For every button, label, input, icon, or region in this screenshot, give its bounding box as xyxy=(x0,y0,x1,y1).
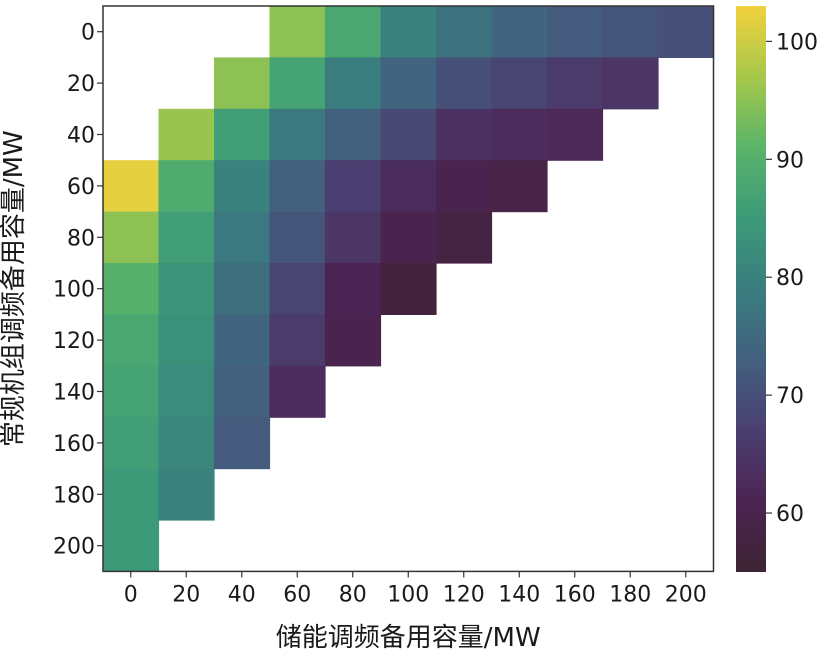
x-tick-label: 20 xyxy=(172,582,200,607)
heatmap-cell xyxy=(269,263,326,315)
colorbar xyxy=(736,6,766,572)
heatmap-cell xyxy=(325,57,382,110)
heatmap-cell xyxy=(491,57,548,110)
y-tick-label: 20 xyxy=(67,72,95,97)
x-axis-ticks: 0 20 40 60 80 100 120 140 160 180 200 xyxy=(124,571,707,607)
y-tick-label: 80 xyxy=(67,226,95,251)
heatmap-cell xyxy=(325,160,382,213)
heatmap-cell xyxy=(103,263,160,315)
y-axis-label: 常规机组调频备用容量/MW xyxy=(0,130,29,447)
heatmap-cell xyxy=(103,314,160,367)
heatmap-cell xyxy=(269,211,326,264)
heatmap-cell xyxy=(602,57,659,110)
heatmap-cell xyxy=(158,211,215,264)
heatmap-cell xyxy=(436,6,493,58)
colorbar-tick-label: 100 xyxy=(776,30,818,55)
heatmap-cell xyxy=(325,263,382,315)
heatmap-cell xyxy=(103,160,160,213)
heatmap-cell xyxy=(158,314,215,367)
heatmap-cell xyxy=(380,6,437,58)
y-tick-label: 0 xyxy=(81,21,95,46)
heatmap-cell xyxy=(547,57,604,110)
heatmap-cell xyxy=(158,263,215,315)
heatmap-cell xyxy=(103,520,160,572)
y-tick-label: 200 xyxy=(53,535,95,560)
x-tick-label: 160 xyxy=(554,582,596,607)
x-tick-label: 0 xyxy=(124,582,138,607)
heatmap-cells xyxy=(103,6,715,572)
colorbar-tick-label: 70 xyxy=(776,384,804,409)
heatmap-cell xyxy=(547,108,604,161)
heatmap-cell xyxy=(158,108,215,161)
heatmap-cell xyxy=(380,211,437,264)
heatmap-cell xyxy=(436,57,493,110)
heatmap-cell xyxy=(214,365,271,418)
heatmap-cell xyxy=(380,108,437,161)
heatmap-cell xyxy=(214,314,271,367)
heatmap-cell xyxy=(103,468,160,521)
x-tick-label: 180 xyxy=(609,582,651,607)
y-tick-label: 140 xyxy=(53,381,95,406)
heatmap-cell xyxy=(547,6,604,58)
heatmap-cell xyxy=(380,160,437,213)
x-tick-label: 140 xyxy=(498,582,540,607)
heatmap-cell xyxy=(103,365,160,418)
heatmap-cell xyxy=(491,108,548,161)
heatmap-cell xyxy=(380,263,437,315)
heatmap-cell xyxy=(158,468,215,521)
y-tick-label: 180 xyxy=(53,483,95,508)
y-tick-label: 120 xyxy=(53,329,95,354)
y-tick-label: 60 xyxy=(67,175,95,200)
x-tick-label: 200 xyxy=(665,582,707,607)
heatmap-cell xyxy=(269,108,326,161)
x-tick-label: 100 xyxy=(387,582,429,607)
heatmap-cell xyxy=(158,417,215,470)
x-tick-label: 40 xyxy=(228,582,256,607)
heatmap-cell xyxy=(269,314,326,367)
heatmap-cell xyxy=(491,6,548,58)
heatmap-cell xyxy=(214,160,271,213)
heatmap-cell xyxy=(214,417,271,470)
colorbar-tick-label: 80 xyxy=(776,266,804,291)
heatmap-cell xyxy=(325,108,382,161)
heatmap-cell xyxy=(103,417,160,470)
heatmap-cell xyxy=(602,6,659,58)
colorbar-ticks: 60 70 80 90 100 xyxy=(766,30,818,527)
heatmap-cell xyxy=(325,314,382,367)
heatmap-cell xyxy=(658,6,715,58)
heatmap-cell xyxy=(436,160,493,213)
heatmap-cell xyxy=(158,365,215,418)
heatmap-cell xyxy=(325,211,382,264)
x-axis-label: 储能调频备用容量/MW xyxy=(276,623,541,653)
y-tick-label: 40 xyxy=(67,124,95,149)
heatmap-cell xyxy=(436,211,493,264)
y-tick-label: 160 xyxy=(53,432,95,457)
heatmap-cell xyxy=(325,6,382,58)
heatmap-cell xyxy=(269,365,326,418)
heatmap-cell xyxy=(214,263,271,315)
colorbar-tick-label: 90 xyxy=(776,148,804,173)
heatmap-cell xyxy=(158,160,215,213)
heatmap-cell xyxy=(214,211,271,264)
heatmap-cell xyxy=(436,108,493,161)
x-tick-label: 60 xyxy=(283,582,311,607)
y-tick-label: 100 xyxy=(53,278,95,303)
x-tick-label: 80 xyxy=(339,582,367,607)
heatmap-cell xyxy=(491,160,548,213)
heatmap-cell xyxy=(269,160,326,213)
heatmap-cell xyxy=(103,211,160,264)
heatmap-cell xyxy=(269,57,326,110)
x-tick-label: 120 xyxy=(443,582,485,607)
y-axis-ticks: 0 20 40 60 80 100 120 140 160 180 200 xyxy=(53,21,103,560)
heatmap-cell xyxy=(269,6,326,58)
heatmap-cell xyxy=(380,57,437,110)
colorbar-tick-label: 60 xyxy=(776,502,804,527)
heatmap-cell xyxy=(214,57,271,110)
heatmap-cell xyxy=(214,108,271,161)
